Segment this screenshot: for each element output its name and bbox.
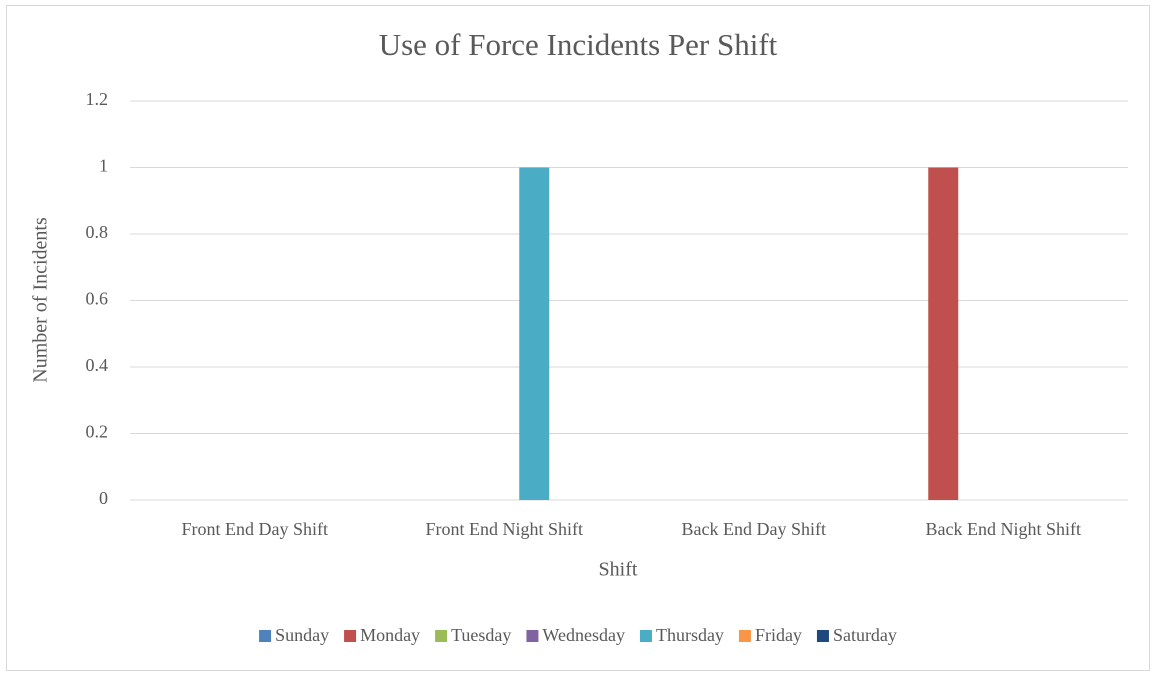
legend-label: Wednesday xyxy=(542,625,625,645)
y-tick-label: 0.8 xyxy=(86,222,109,242)
x-tick-label: Front End Day Shift xyxy=(182,519,329,539)
y-tick-label: 1 xyxy=(99,156,108,176)
y-tick-label: 1.2 xyxy=(86,89,109,109)
legend-label: Sunday xyxy=(275,625,329,645)
y-tick-label: 0.4 xyxy=(86,355,109,375)
bar xyxy=(519,167,550,500)
legend-label: Monday xyxy=(360,625,420,645)
x-tick-label: Back End Night Shift xyxy=(926,519,1082,539)
legend-label: Friday xyxy=(755,625,802,645)
legend-swatch xyxy=(738,630,751,642)
legend-swatch xyxy=(639,630,652,642)
x-tick-label: Front End Night Shift xyxy=(425,519,583,539)
legend-label: Saturday xyxy=(833,625,897,645)
x-tick-label: Back End Day Shift xyxy=(682,519,826,539)
legend-label: Thursday xyxy=(656,625,724,645)
legend-swatch xyxy=(816,630,829,642)
chart-title: Use of Force Incidents Per Shift xyxy=(379,27,778,62)
bar xyxy=(928,167,959,500)
chart-frame xyxy=(6,5,1150,671)
y-tick-label: 0.2 xyxy=(86,422,109,442)
y-tick-label: 0 xyxy=(99,488,108,508)
legend-label: Tuesday xyxy=(451,625,511,645)
legend-swatch xyxy=(526,630,539,642)
y-axis-label: Number of Incidents xyxy=(30,217,52,383)
legend-swatch xyxy=(435,630,448,642)
y-tick-label: 0.6 xyxy=(86,289,109,309)
legend-swatch xyxy=(259,630,272,642)
legend-swatch xyxy=(344,630,357,642)
x-axis-label: Shift xyxy=(599,559,638,581)
